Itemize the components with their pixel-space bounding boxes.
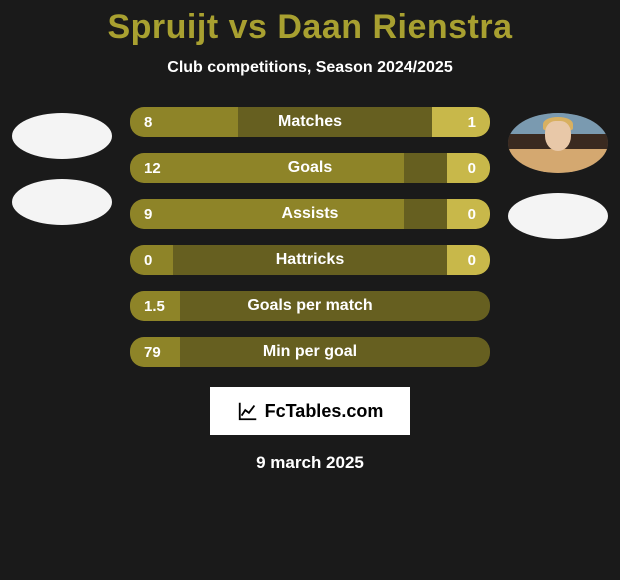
- brand-text: FcTables.com: [265, 401, 384, 422]
- footer: FcTables.com 9 march 2025: [0, 387, 620, 473]
- stat-mid-fill: [173, 245, 447, 275]
- chart-icon: [237, 400, 259, 422]
- content-row: 81Matches120Goals90Assists00Hattricks1.5…: [0, 107, 620, 367]
- stat-right-value: 0: [447, 199, 490, 229]
- stat-left-value: 0: [130, 245, 173, 275]
- stat-row: 81Matches: [130, 107, 490, 137]
- player-avatar-right-2: [508, 193, 608, 239]
- stat-row: 00Hattricks: [130, 245, 490, 275]
- page-title: Spruijt vs Daan Rienstra: [0, 8, 620, 47]
- stat-left-value: 1.5: [130, 291, 180, 321]
- player-avatar-right-1: [508, 113, 608, 173]
- player-avatar-left-1: [12, 113, 112, 159]
- stat-mid-fill: [404, 153, 447, 183]
- stat-row: 120Goals: [130, 153, 490, 183]
- stat-left-value: 12: [130, 153, 404, 183]
- stat-mid-fill: [238, 107, 432, 137]
- stat-mid-fill: [180, 337, 490, 367]
- right-avatar-column: [508, 107, 608, 239]
- stat-left-value: 8: [130, 107, 238, 137]
- avatar-photo-bg: [508, 113, 608, 173]
- stat-bars: 81Matches120Goals90Assists00Hattricks1.5…: [130, 107, 490, 367]
- stat-right-value: 1: [432, 107, 490, 137]
- stat-right-value: 0: [447, 153, 490, 183]
- stat-row: 1.5Goals per match: [130, 291, 490, 321]
- brand-badge: FcTables.com: [210, 387, 410, 435]
- stat-left-value: 9: [130, 199, 404, 229]
- avatar-face: [545, 121, 571, 151]
- comparison-infographic: Spruijt vs Daan Rienstra Club competitio…: [0, 0, 620, 580]
- subtitle: Club competitions, Season 2024/2025: [0, 59, 620, 77]
- player-avatar-left-2: [12, 179, 112, 225]
- date-text: 9 march 2025: [256, 453, 364, 473]
- left-avatar-column: [12, 107, 112, 225]
- stat-mid-fill: [180, 291, 490, 321]
- stat-mid-fill: [404, 199, 447, 229]
- stat-right-value: 0: [447, 245, 490, 275]
- stat-row: 90Assists: [130, 199, 490, 229]
- stat-left-value: 79: [130, 337, 180, 367]
- stat-row: 79Min per goal: [130, 337, 490, 367]
